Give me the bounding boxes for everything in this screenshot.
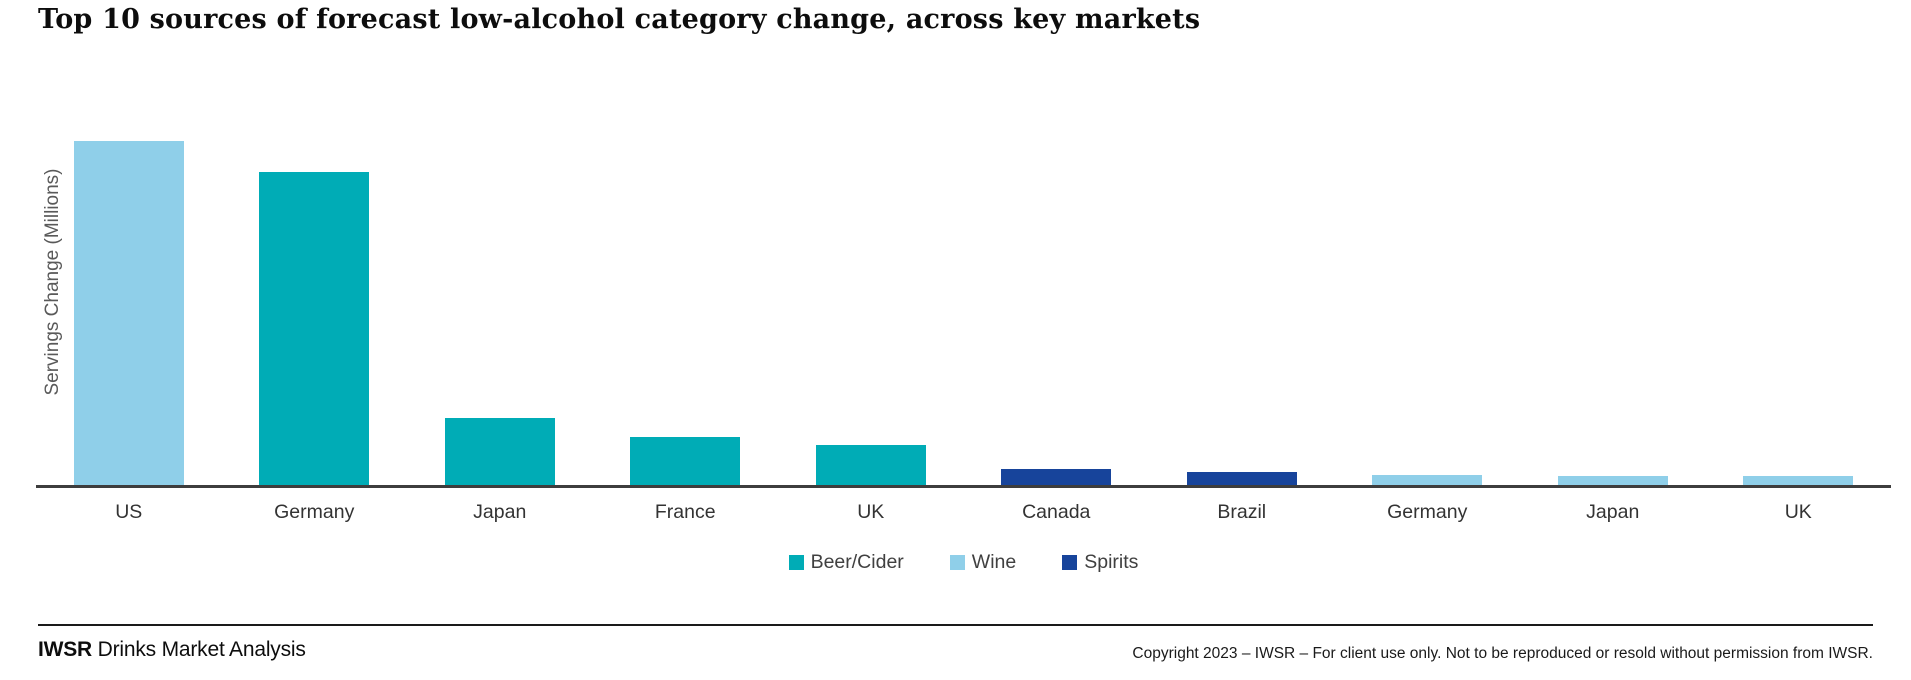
x-axis-label: Japan	[473, 501, 527, 523]
bar-slot	[964, 100, 1150, 485]
x-axis-label: Germany	[274, 501, 355, 523]
legend-swatch-icon	[788, 555, 804, 570]
chart-legend: Beer/Cider Wine Spirits	[36, 551, 1891, 574]
legend-item-wine: Wine	[949, 551, 1017, 574]
bar-japan-beer-cider	[444, 418, 555, 485]
x-axis-label: UK	[1784, 501, 1812, 523]
footer-brand-tagline: Drinks Market Analysis	[92, 638, 306, 661]
bar-germany-wine	[1372, 475, 1483, 485]
bar-uk-beer-cider	[815, 445, 926, 485]
footer-brand: IWSR Drinks Market Analysis	[38, 638, 306, 662]
bar-brazil-spirits	[1186, 472, 1297, 485]
x-axis-label: France	[654, 501, 716, 523]
footer-brand-name: IWSR	[38, 638, 93, 661]
x-axis-labels: US Germany Japan France UK Canada Brazil German…	[36, 501, 1891, 524]
x-axis-label: Canada	[1022, 501, 1091, 523]
legend-label: Beer/Cider	[810, 551, 904, 573]
bar-slot	[1520, 100, 1706, 485]
legend-label: Spirits	[1084, 551, 1139, 573]
footer-copyright: Copyright 2023 – IWSR – For client use o…	[1132, 645, 1873, 662]
bar-slot	[36, 100, 222, 485]
bar-slot	[1335, 100, 1521, 485]
bar-slot	[1706, 100, 1892, 485]
bar-slot	[407, 100, 593, 485]
x-axis-label: Japan	[1586, 501, 1640, 523]
bar-slot	[1149, 100, 1335, 485]
chart-title: Top 10 sources of forecast low-alcohol c…	[38, 4, 1201, 35]
x-axis-label: US	[115, 501, 143, 523]
bar-slot	[778, 100, 964, 485]
bar-canada-spirits	[1001, 469, 1112, 485]
bar-slot	[593, 100, 779, 485]
legend-swatch-icon	[1062, 555, 1078, 570]
bar-uk-wine	[1743, 476, 1854, 485]
legend-swatch-icon	[949, 555, 965, 570]
legend-item-spirits: Spirits	[1062, 551, 1138, 574]
bar-us-wine	[73, 141, 184, 485]
bar-chart-plot-area	[36, 100, 1891, 488]
x-axis-label: Brazil	[1217, 501, 1267, 523]
legend-label: Wine	[971, 551, 1017, 573]
bar-germany-beer-cider	[259, 172, 370, 485]
legend-item-beer-cider: Beer/Cider	[788, 551, 904, 574]
bar-france-beer-cider	[630, 437, 741, 485]
x-axis-label: Germany	[1387, 501, 1468, 523]
footer-divider	[38, 624, 1873, 626]
bar-slot	[222, 100, 408, 485]
x-axis-label: UK	[857, 501, 885, 523]
bar-japan-wine	[1557, 476, 1668, 485]
